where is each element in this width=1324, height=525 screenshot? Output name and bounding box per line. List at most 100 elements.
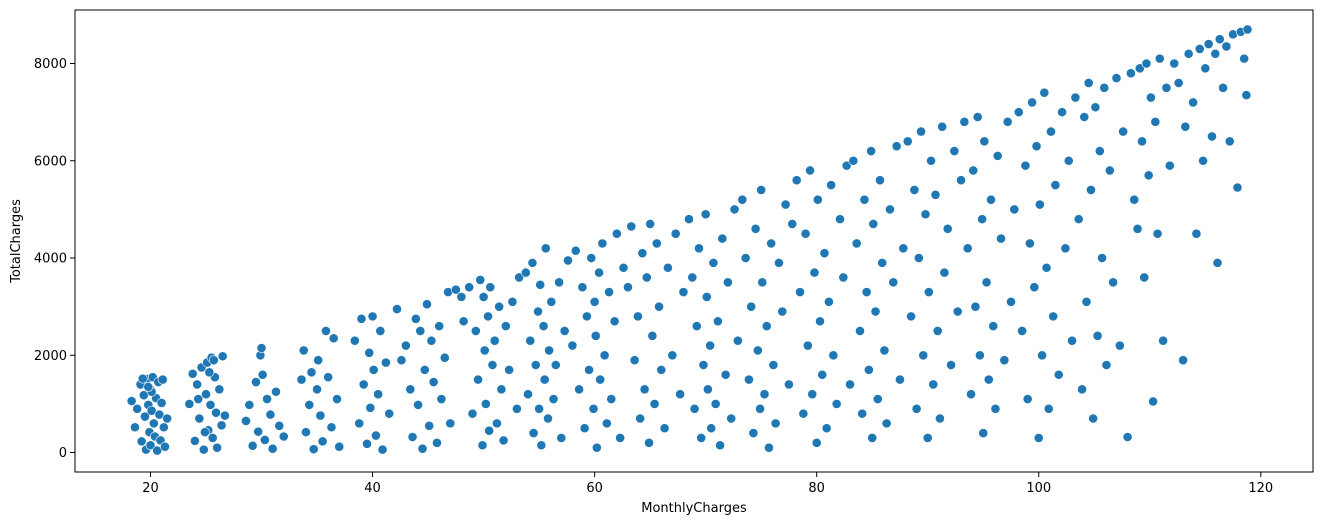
data-point xyxy=(140,411,150,422)
data-point xyxy=(720,369,731,380)
data-point xyxy=(962,243,973,254)
data-point xyxy=(370,430,381,441)
data-point xyxy=(574,384,584,395)
data-point xyxy=(1083,78,1094,88)
data-point xyxy=(349,335,360,346)
data-point xyxy=(1081,296,1092,307)
data-point xyxy=(649,399,660,409)
data-point xyxy=(485,282,496,293)
data-point xyxy=(1013,107,1024,118)
data-point xyxy=(384,408,395,419)
data-point xyxy=(392,304,402,314)
data-point xyxy=(579,423,590,434)
data-point xyxy=(702,384,713,395)
data-point xyxy=(651,238,662,249)
data-point xyxy=(913,253,924,263)
data-point xyxy=(798,408,809,419)
data-point xyxy=(498,435,509,446)
data-point xyxy=(256,343,267,353)
x-axis-label: MonthlyCharges xyxy=(641,501,747,516)
data-point xyxy=(1027,97,1037,108)
data-point xyxy=(259,434,270,445)
y-tick-label: 0 xyxy=(59,446,67,461)
data-point xyxy=(1141,58,1152,69)
data-point xyxy=(1212,257,1223,268)
data-point xyxy=(334,441,345,452)
data-point xyxy=(1239,53,1250,64)
data-point xyxy=(1039,87,1050,98)
data-point xyxy=(1029,282,1040,293)
data-point xyxy=(296,374,307,385)
data-point xyxy=(267,443,278,454)
data-point xyxy=(1137,136,1147,147)
data-point xyxy=(212,442,223,453)
data-point xyxy=(990,403,1001,414)
data-point xyxy=(879,345,890,356)
plot-frame xyxy=(74,9,1314,473)
data-point xyxy=(609,316,620,327)
data-point xyxy=(633,311,643,322)
data-point xyxy=(1088,413,1099,424)
data-point xyxy=(706,423,717,434)
data-point xyxy=(923,287,934,297)
data-point xyxy=(354,418,365,429)
data-point xyxy=(530,360,541,370)
data-point xyxy=(439,352,450,363)
data-point xyxy=(1108,277,1119,288)
data-point xyxy=(918,350,929,361)
data-point xyxy=(911,403,922,414)
data-point xyxy=(1043,403,1054,414)
data-point xyxy=(1034,199,1045,210)
data-point xyxy=(312,384,322,395)
data-point xyxy=(590,330,601,341)
data-point xyxy=(755,403,765,414)
data-point xyxy=(298,345,309,356)
data-point xyxy=(930,189,941,200)
data-point xyxy=(377,444,388,455)
data-point xyxy=(407,432,418,442)
data-point xyxy=(184,399,195,409)
data-point xyxy=(154,409,165,420)
data-point xyxy=(766,238,777,249)
data-point xyxy=(278,431,289,442)
data-point xyxy=(1031,141,1042,152)
data-point xyxy=(365,402,376,413)
data-point xyxy=(656,364,667,375)
data-point xyxy=(597,238,608,249)
data-point xyxy=(935,413,945,424)
data-point xyxy=(1041,262,1052,273)
data-point xyxy=(1203,39,1214,49)
data-point xyxy=(415,326,426,336)
data-point xyxy=(1169,58,1180,69)
data-point xyxy=(489,335,500,346)
data-point xyxy=(326,422,337,433)
data-point xyxy=(584,364,594,375)
data-point xyxy=(1077,384,1087,395)
data-point xyxy=(577,282,588,293)
data-point xyxy=(130,422,140,433)
data-point xyxy=(1143,170,1154,181)
data-point xyxy=(979,136,990,147)
data-point xyxy=(589,296,600,307)
data-point xyxy=(1232,182,1243,193)
data-point xyxy=(1053,369,1064,380)
data-point xyxy=(1154,53,1165,64)
data-point xyxy=(857,408,868,419)
data-point xyxy=(1200,63,1211,74)
data-point xyxy=(705,340,715,351)
data-point xyxy=(1180,121,1191,132)
data-point xyxy=(426,335,437,346)
data-point xyxy=(635,413,646,424)
data-point xyxy=(480,399,491,409)
data-point xyxy=(851,238,862,249)
data-point xyxy=(795,287,805,297)
data-point xyxy=(645,219,656,229)
data-point xyxy=(768,360,779,370)
data-point xyxy=(467,408,478,419)
x-tick-label: 60 xyxy=(586,481,603,496)
data-point xyxy=(550,360,561,370)
data-point xyxy=(274,420,285,431)
x-tick-label: 80 xyxy=(808,481,825,496)
data-point xyxy=(902,136,913,147)
